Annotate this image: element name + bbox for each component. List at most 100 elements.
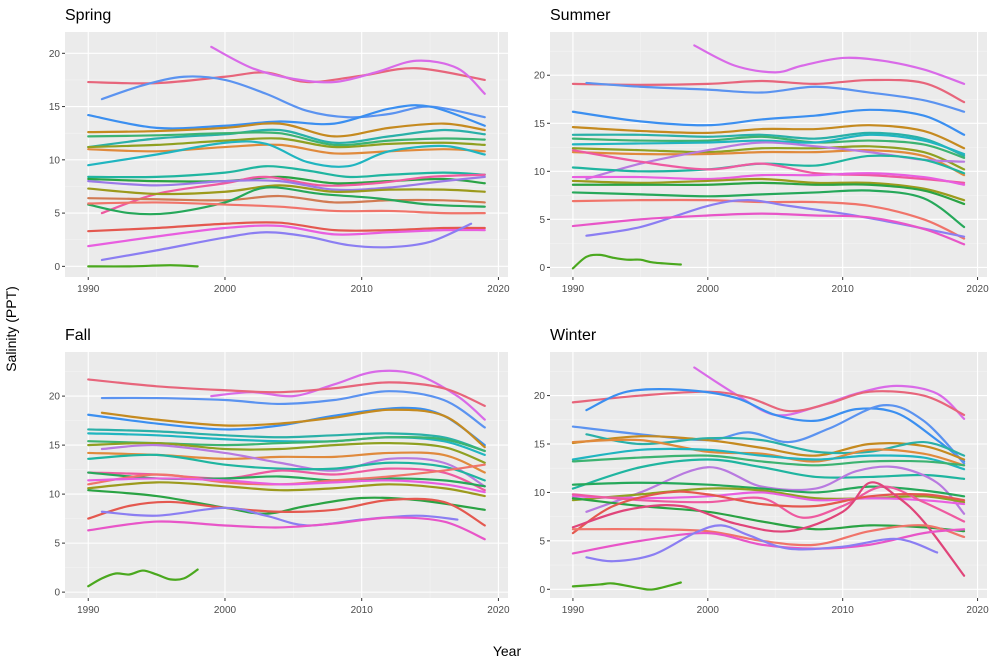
series-line	[87, 201, 486, 215]
series-line	[571, 198, 966, 240]
series-line	[100, 408, 486, 449]
series-line	[87, 378, 486, 407]
y-tick-label: 10	[534, 167, 546, 178]
series-line	[87, 568, 199, 588]
y-tick-label: 20	[534, 71, 546, 82]
series-line	[87, 497, 486, 527]
panel-background	[65, 32, 508, 277]
series-line	[571, 497, 966, 533]
series-line	[100, 443, 486, 488]
series-line	[87, 122, 486, 138]
series-line	[571, 177, 966, 202]
series-line	[585, 524, 939, 563]
y-tick-label: 0	[539, 263, 545, 274]
series-line	[571, 108, 966, 136]
series-line	[87, 516, 486, 541]
series-line	[87, 264, 199, 268]
series-line	[87, 194, 486, 204]
series-line	[571, 481, 966, 577]
x-axis-title: Year	[493, 643, 522, 659]
y-tick-label: 15	[49, 102, 61, 113]
series-line	[87, 104, 486, 130]
y-axis-title: Salinity (PPT)	[3, 286, 19, 372]
series-line	[87, 224, 486, 248]
series-line	[87, 453, 486, 482]
y-tick-label: 0	[54, 588, 60, 599]
series-line	[571, 145, 966, 171]
series-line	[571, 133, 966, 156]
y-tick-label: 20	[49, 49, 61, 60]
series-line	[585, 387, 966, 463]
x-tick-label: 1990	[562, 605, 585, 616]
y-tick-label: 5	[539, 536, 545, 547]
y-tick-label: 5	[54, 539, 60, 550]
series-line	[571, 181, 966, 206]
series-line	[571, 124, 966, 150]
panel-title: Fall	[65, 327, 91, 344]
x-tick-label: 2010	[832, 605, 855, 616]
x-tick-label: 2020	[487, 605, 510, 616]
x-tick-label: 2010	[351, 284, 374, 295]
series-line	[585, 81, 966, 113]
x-tick-label: 1990	[77, 605, 100, 616]
y-tick-label: 10	[534, 488, 546, 499]
series-line	[87, 175, 486, 185]
x-tick-label: 2010	[351, 605, 374, 616]
series-line	[571, 148, 966, 177]
y-tick-label: 20	[534, 391, 546, 402]
panel-background	[65, 352, 508, 598]
series-line	[87, 165, 486, 179]
x-tick-label: 1990	[562, 284, 585, 295]
panel-title: Summer	[550, 7, 611, 24]
x-tick-label: 2020	[966, 605, 989, 616]
series-line	[87, 186, 486, 216]
y-tick-label: 5	[539, 215, 545, 226]
y-tick-label: 10	[49, 155, 61, 166]
series-line	[87, 477, 486, 494]
y-tick-label: 15	[534, 440, 546, 451]
series-line	[571, 524, 966, 547]
x-tick-label: 2020	[487, 284, 510, 295]
series-line	[100, 506, 459, 527]
y-tick-label: 15	[534, 119, 546, 130]
y-tick-label: 0	[54, 262, 60, 273]
series-line	[571, 149, 966, 184]
series-line	[87, 137, 486, 149]
y-tick-label: 15	[49, 441, 61, 452]
series-line	[571, 154, 966, 175]
series-line	[571, 485, 966, 523]
facet-panel-summer: 1990 2000 2010 2020 0 5 10 15 20 Summer	[534, 7, 989, 295]
x-tick-label: 2000	[214, 284, 237, 295]
panel-title: Spring	[65, 7, 111, 24]
series-line	[571, 172, 966, 186]
series-line	[571, 447, 966, 471]
series-line	[571, 490, 966, 535]
series-line	[100, 75, 486, 119]
facet-panel-fall: 1990 2000 2010 2020 0 5 10 15 20 Fall	[49, 327, 510, 616]
series-line	[585, 433, 966, 457]
series-line	[571, 390, 966, 417]
x-tick-label: 2020	[966, 284, 989, 295]
series-line	[87, 221, 486, 233]
series-line	[87, 143, 486, 155]
series-line	[585, 465, 966, 515]
series-line	[87, 481, 486, 498]
series-line	[87, 140, 486, 168]
series-line	[100, 173, 486, 215]
series-line	[571, 454, 966, 467]
series-line	[87, 128, 486, 149]
series-line	[210, 45, 486, 95]
facet-panel-winter: 1990 2000 2010 2020 0 5 10 15 20 Winter	[534, 327, 989, 616]
y-tick-label: 10	[49, 490, 61, 501]
facet-panel-spring: 1990 2000 2010 2020 0 5 10 15 20 Spring	[49, 7, 510, 295]
series-line	[571, 481, 966, 498]
y-tick-label: 20	[49, 392, 61, 403]
series-line	[571, 135, 966, 159]
series-line	[693, 44, 966, 85]
x-tick-label: 1990	[77, 284, 100, 295]
panel-title: Winter	[550, 327, 597, 344]
series-line	[87, 184, 486, 196]
series-line	[87, 175, 486, 192]
series-line	[571, 581, 682, 591]
